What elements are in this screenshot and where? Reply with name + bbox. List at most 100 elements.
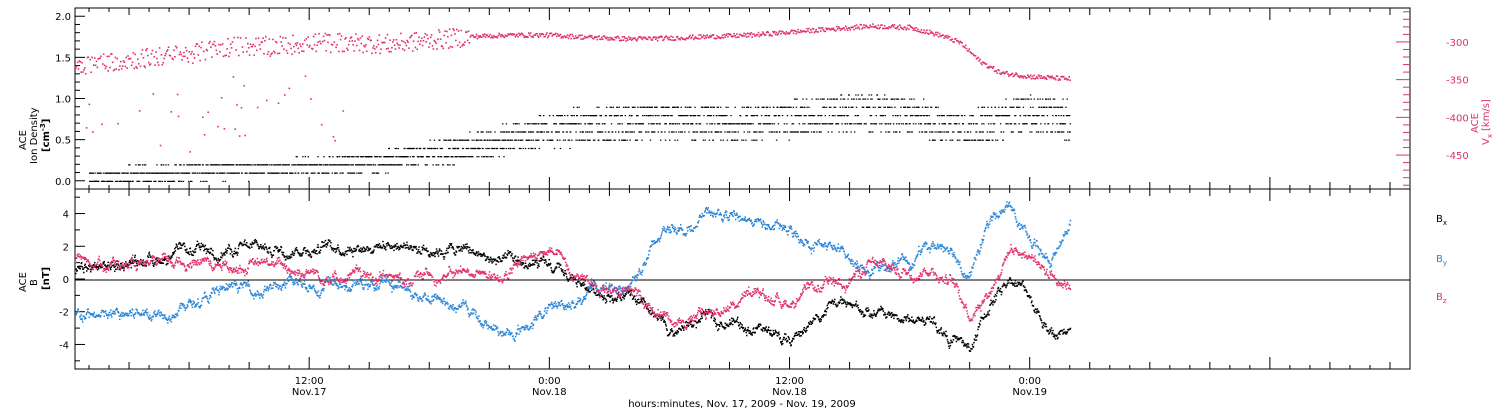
density-point xyxy=(629,123,630,124)
density-point xyxy=(183,164,184,165)
vx-point xyxy=(637,38,639,40)
vx-point xyxy=(626,38,628,40)
vx-point xyxy=(1035,77,1037,79)
density-point xyxy=(705,107,706,108)
density-point xyxy=(482,131,483,132)
bx-point xyxy=(475,254,477,256)
density-point xyxy=(466,148,467,149)
vx-point xyxy=(252,46,254,48)
density-point xyxy=(799,115,800,116)
density-point xyxy=(204,173,205,174)
density-point xyxy=(720,131,721,132)
density-point xyxy=(655,115,656,116)
vx-point xyxy=(419,44,421,46)
vx-point xyxy=(657,40,659,42)
vx-point xyxy=(799,32,801,34)
density-point xyxy=(829,107,830,108)
p1-ytick-label-0: 0.0 xyxy=(55,177,71,188)
bx-point xyxy=(437,253,439,255)
density-point xyxy=(533,140,534,141)
density-point xyxy=(493,156,494,157)
bx-point xyxy=(318,247,320,249)
density-point xyxy=(438,164,439,165)
density-point xyxy=(601,115,602,116)
density-point xyxy=(1061,123,1062,124)
vx-point xyxy=(735,37,737,39)
density-point xyxy=(883,115,884,116)
density-point xyxy=(1019,107,1020,108)
density-point xyxy=(192,173,193,174)
density-point xyxy=(1034,115,1035,116)
density-point xyxy=(853,123,854,124)
bx-point xyxy=(181,247,183,249)
density-point xyxy=(1062,131,1063,132)
density-point xyxy=(995,107,996,108)
vx-point xyxy=(390,51,392,53)
density-point xyxy=(406,164,407,165)
density-point xyxy=(851,99,852,100)
density-point xyxy=(412,156,413,157)
density-point xyxy=(712,123,713,124)
vx-point xyxy=(670,36,672,38)
vx-point xyxy=(407,41,409,43)
density-point xyxy=(593,140,594,141)
vx-point xyxy=(248,47,250,49)
density-point xyxy=(472,140,473,141)
vx-point xyxy=(734,35,736,37)
density-point xyxy=(909,123,910,124)
bx-point xyxy=(292,252,294,254)
vx-point xyxy=(445,42,447,44)
density-point xyxy=(602,131,603,132)
density-point xyxy=(1061,115,1062,116)
density-point xyxy=(694,107,695,108)
bx-point xyxy=(189,254,191,256)
density-point xyxy=(254,173,255,174)
bx-point xyxy=(283,252,285,254)
vx-point xyxy=(412,50,414,52)
p1-right-ytick-label-1: -350 xyxy=(1446,76,1469,87)
bx-point xyxy=(411,246,413,248)
vx-point xyxy=(178,116,180,118)
density-point xyxy=(380,164,381,165)
vx-point xyxy=(188,61,190,63)
density-point xyxy=(970,131,971,132)
density-point xyxy=(227,164,228,165)
density-point xyxy=(981,123,982,124)
bx-point xyxy=(176,244,178,246)
vx-point xyxy=(397,44,399,46)
density-point xyxy=(746,107,747,108)
density-point xyxy=(401,164,402,165)
density-point xyxy=(826,107,827,108)
vx-point xyxy=(691,36,693,38)
vx-point xyxy=(395,48,397,50)
density-point xyxy=(834,99,835,100)
density-point xyxy=(1005,123,1006,124)
density-point xyxy=(868,94,869,95)
density-point xyxy=(973,123,974,124)
vx-point xyxy=(325,50,327,52)
density-point xyxy=(1018,99,1019,100)
bx-point xyxy=(184,243,186,245)
bx-point xyxy=(204,246,206,248)
density-point xyxy=(884,94,885,95)
density-point xyxy=(881,123,882,124)
vx-point xyxy=(399,45,401,47)
density-point xyxy=(823,123,824,124)
density-point xyxy=(136,173,137,174)
bx-point xyxy=(480,256,482,258)
bx-point xyxy=(275,246,277,248)
vx-point xyxy=(126,67,128,69)
density-point xyxy=(811,99,812,100)
density-point xyxy=(200,181,201,182)
density-point xyxy=(488,156,489,157)
density-point xyxy=(783,131,784,132)
vx-point xyxy=(905,27,907,29)
density-point xyxy=(429,148,430,149)
density-point xyxy=(222,164,223,165)
density-point xyxy=(391,164,392,165)
density-point xyxy=(706,131,707,132)
density-point xyxy=(132,181,133,182)
density-point xyxy=(556,123,557,124)
density-point xyxy=(1018,131,1019,132)
density-point xyxy=(677,140,678,141)
